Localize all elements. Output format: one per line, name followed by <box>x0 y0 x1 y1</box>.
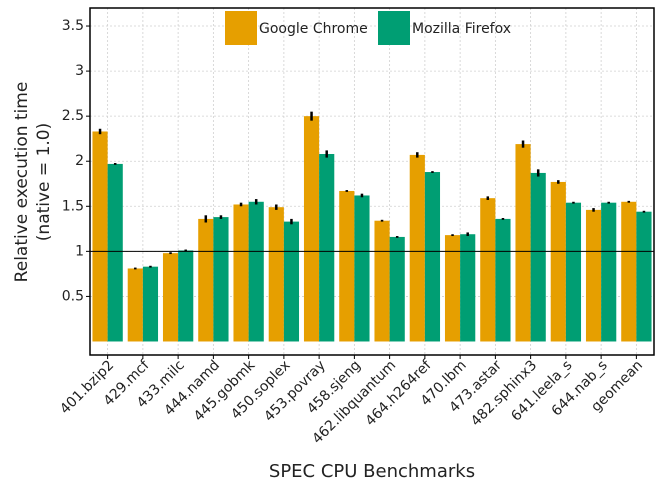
y-axis-label: (native = 1.0) <box>34 123 54 241</box>
bar <box>233 204 249 342</box>
legend-swatch <box>378 11 410 45</box>
bar <box>389 236 405 342</box>
bar <box>198 218 214 342</box>
legend-label: Google Chrome <box>259 21 368 37</box>
bar <box>127 268 143 342</box>
y-tick-label: 3.5 <box>62 18 84 34</box>
bar <box>601 202 617 342</box>
y-tick-label: 2 <box>75 153 84 169</box>
bar <box>248 201 264 342</box>
plot-frame <box>89 7 655 356</box>
bar <box>319 154 335 342</box>
bar <box>424 172 441 342</box>
x-axis-label: SPEC CPU Benchmarks <box>269 461 475 482</box>
bar <box>374 220 390 342</box>
bar <box>162 253 179 342</box>
bar <box>268 207 284 342</box>
bar <box>550 181 566 342</box>
legend-label: Mozilla Firefox <box>412 21 511 37</box>
bar <box>409 154 425 342</box>
bar <box>621 201 637 342</box>
bar <box>354 195 370 342</box>
x-tick-label: 401.bzip2 <box>57 357 117 417</box>
bar <box>495 218 511 342</box>
bar <box>530 172 546 342</box>
bar <box>178 250 194 342</box>
bar <box>480 198 496 342</box>
bar <box>142 266 159 342</box>
y-tick-label: 1 <box>75 243 84 259</box>
legend-swatch <box>225 11 257 45</box>
bar <box>303 116 320 342</box>
bar <box>515 144 531 342</box>
y-tick-label: 0.5 <box>62 288 84 304</box>
bar <box>339 190 355 342</box>
y-axis-label: Relative execution time <box>12 82 32 283</box>
bar <box>213 217 229 342</box>
bar <box>565 202 582 342</box>
bar <box>283 221 300 342</box>
bar <box>92 131 108 342</box>
y-tick-label: 1.5 <box>62 198 84 214</box>
bar <box>585 209 602 342</box>
bar <box>460 234 476 342</box>
bar <box>107 163 123 342</box>
y-tick-label: 3 <box>75 63 84 79</box>
y-tick-label: 2.5 <box>62 108 84 124</box>
bar <box>636 211 652 342</box>
bar <box>444 235 461 342</box>
